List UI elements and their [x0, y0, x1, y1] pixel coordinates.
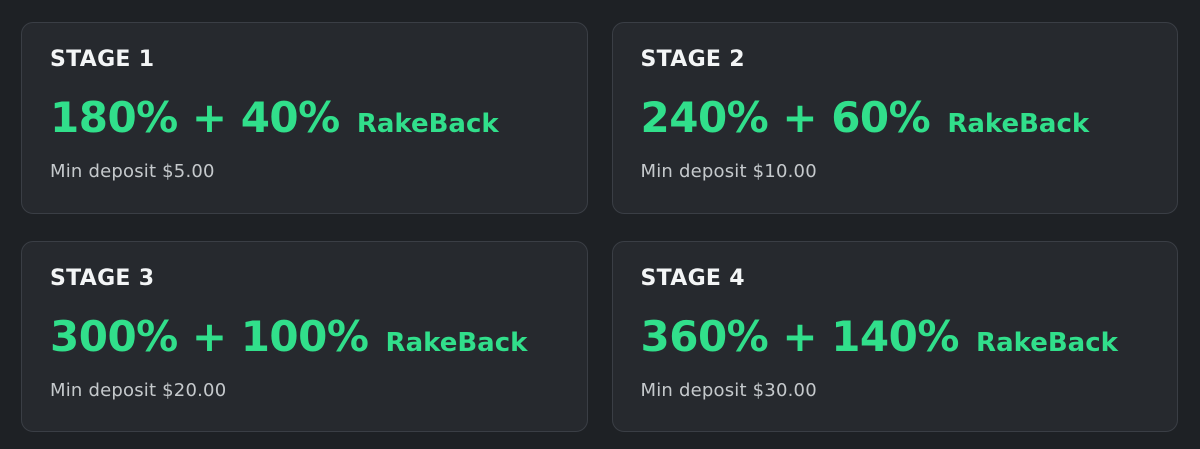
stage-card-4: STAGE 4 360% + 140% RakeBack Min deposit… — [611, 240, 1178, 432]
rakeback-label: RakeBack — [385, 327, 528, 358]
stage-label: STAGE 3 — [50, 265, 155, 291]
bonus-amount: 180% + 40% — [50, 93, 340, 143]
bonus-line: 360% + 140% RakeBack — [640, 311, 1150, 361]
rakeback-label: RakeBack — [356, 109, 499, 140]
rakeback-label: RakeBack — [947, 109, 1090, 140]
min-deposit-text: Min deposit $10.00 — [640, 161, 817, 183]
bonus-amount: 240% + 60% — [640, 93, 931, 143]
bonus-line: 240% + 60% RakeBack — [641, 96, 1150, 140]
stage-label: STAGE 1 — [50, 47, 155, 72]
stage-card-3: STAGE 3 300% + 100% RakeBack Min deposit… — [21, 240, 588, 432]
min-deposit-text: Min deposit $20.00 — [50, 379, 227, 401]
stage-label: STAGE 4 — [640, 265, 745, 291]
bonus-amount: 360% + 140% — [640, 311, 960, 361]
stage-label: STAGE 2 — [640, 47, 745, 72]
bonus-line: 180% + 40% RakeBack — [50, 96, 559, 140]
rakeback-label: RakeBack — [976, 327, 1118, 358]
min-deposit-text: Min deposit $5.00 — [50, 161, 215, 183]
bonus-line: 300% + 100% RakeBack — [50, 311, 559, 361]
stage-card-1: STAGE 1 180% + 40% RakeBack Min deposit … — [21, 22, 588, 214]
stage-card-2: STAGE 2 240% + 60% RakeBack Min deposit … — [611, 22, 1178, 214]
bonus-amount: 300% + 100% — [50, 311, 369, 361]
min-deposit-text: Min deposit $30.00 — [640, 379, 817, 401]
